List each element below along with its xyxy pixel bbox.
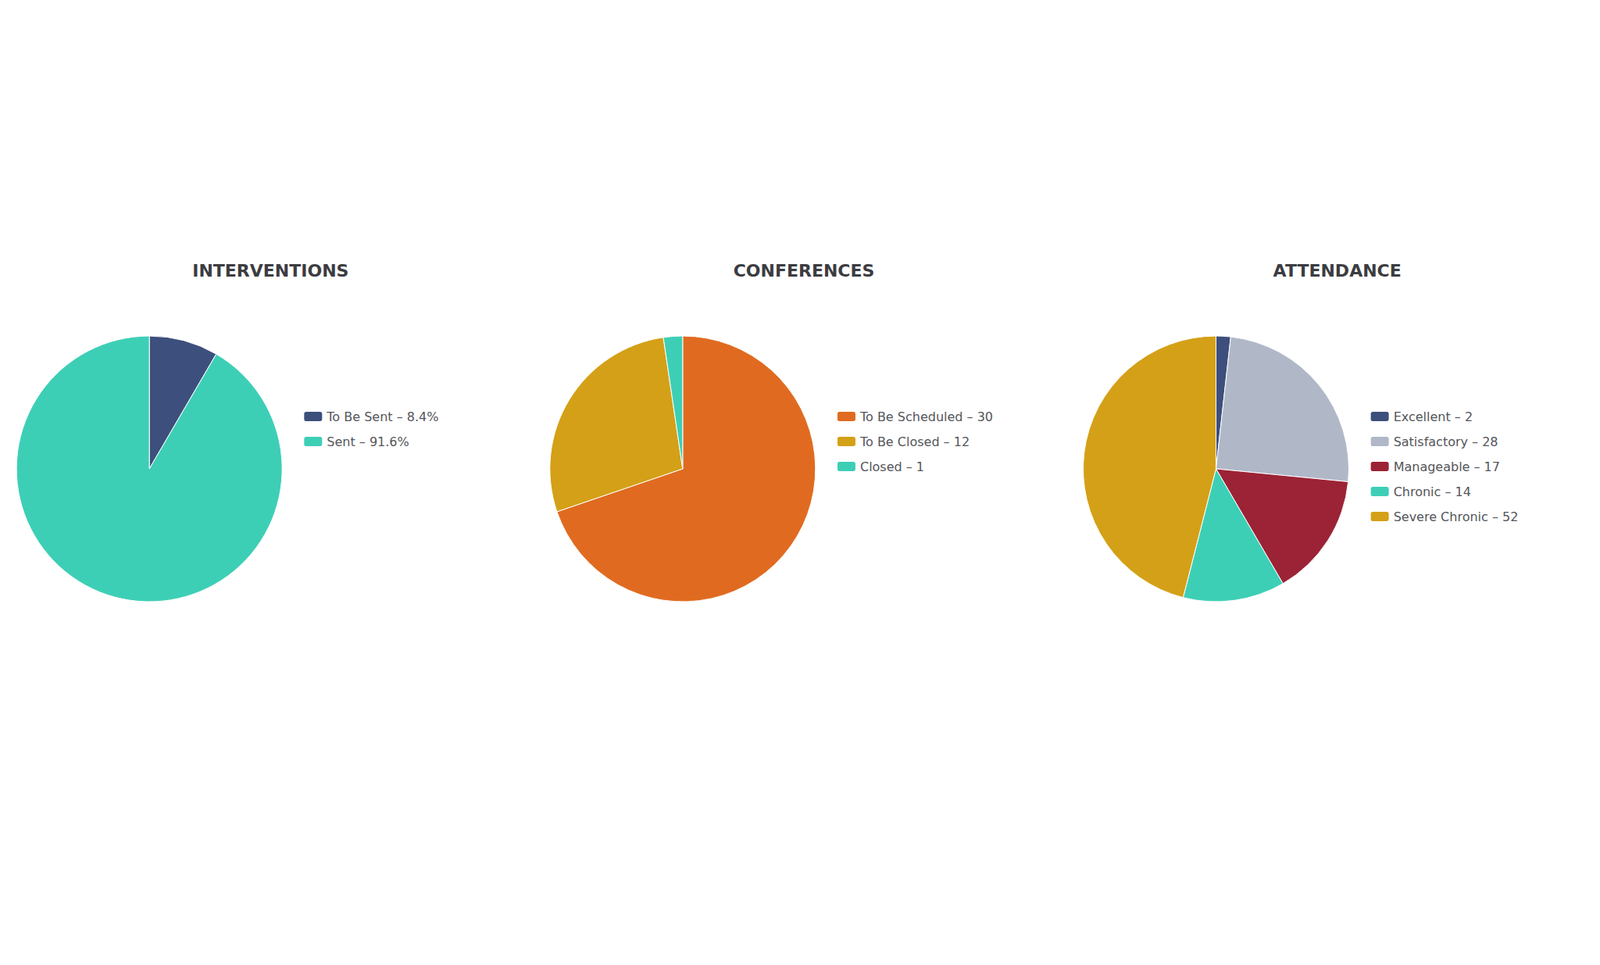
svg-text:CONFERENCES: CONFERENCES xyxy=(733,260,875,281)
svg-text:Closed – 1: Closed – 1 xyxy=(860,459,925,475)
svg-text:To Be Scheduled – 30: To Be Scheduled – 30 xyxy=(859,409,993,425)
svg-text:Sent – 91.6%: Sent – 91.6% xyxy=(326,434,409,450)
svg-text:Satisfactory – 28: Satisfactory – 28 xyxy=(1393,434,1499,450)
svg-text:Excellent – 2: Excellent – 2 xyxy=(1393,409,1473,425)
svg-text:To Be Closed – 12: To Be Closed – 12 xyxy=(859,434,970,450)
svg-text:Manageable – 17: Manageable – 17 xyxy=(1393,459,1500,475)
svg-text:To Be Sent – 8.4%: To Be Sent – 8.4% xyxy=(325,409,439,425)
svg-text:ATTENDANCE: ATTENDANCE xyxy=(1273,260,1402,281)
svg-text:Severe Chronic – 52: Severe Chronic – 52 xyxy=(1393,509,1519,525)
svg-text:Chronic – 14: Chronic – 14 xyxy=(1393,484,1472,500)
svg-text:INTERVENTIONS: INTERVENTIONS xyxy=(192,260,349,281)
